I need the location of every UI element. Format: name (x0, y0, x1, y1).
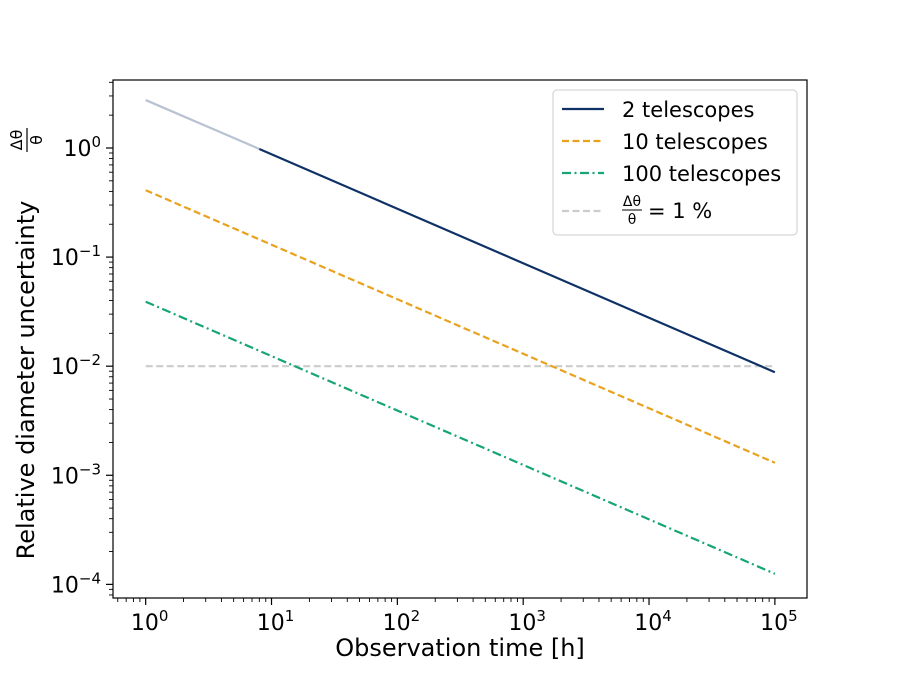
x-tick-label: 104 (634, 607, 672, 636)
x-axis-label: Observation time [h] (335, 634, 585, 662)
ticks-layer: 100 101 102 103 104 105 100 10−1 10−2 10−3 10−4 (51, 81, 798, 636)
x-tick-label: 103 (508, 607, 546, 636)
legend-fraction-numerator: Δθ (623, 194, 641, 210)
series-2-telescopes-faded-segment (145, 99, 260, 150)
y-axis-label: Relative diameter uncertainty (12, 201, 40, 560)
series-2-telescopes (145, 99, 776, 374)
series-layer (145, 99, 776, 575)
y-tick-label: 10−2 (51, 351, 101, 380)
plot-frame (112, 79, 808, 599)
x-tick-label: 105 (760, 607, 798, 636)
series-2-telescopes-line (258, 147, 776, 374)
y-tick-label: 100 (63, 133, 101, 162)
legend-box (552, 89, 798, 236)
series-100-telescopes (145, 300, 776, 575)
x-tick-label: 101 (257, 607, 295, 636)
series-100-telescopes-line (145, 300, 776, 575)
y-tick-label: 10−4 (51, 569, 101, 598)
legend-label-2-telescopes: 2 telescopes (622, 98, 754, 122)
y-axis-title-group: Relative diameter uncertainty Δθ θ (7, 128, 46, 559)
series-10-telescopes (145, 189, 776, 464)
y-tick-label: 10−3 (51, 460, 101, 489)
series-10-telescopes-line (145, 189, 776, 464)
x-tick-label: 102 (383, 607, 421, 636)
legend-label-10-telescopes: 10 telescopes (622, 130, 768, 154)
x-tick-label: 100 (131, 607, 169, 636)
legend-label-1-percent: = 1 % (648, 199, 712, 223)
y-tick-label: 10−1 (51, 242, 101, 271)
y-axis-fraction-denominator: θ (27, 135, 46, 145)
legend-label-100-telescopes: 100 telescopes (622, 162, 781, 186)
legend-fraction-denominator: θ (628, 212, 637, 228)
y-axis-fraction-numerator: Δθ (7, 130, 26, 151)
legend: 2 telescopes 10 telescopes 100 telescope… (552, 89, 798, 236)
